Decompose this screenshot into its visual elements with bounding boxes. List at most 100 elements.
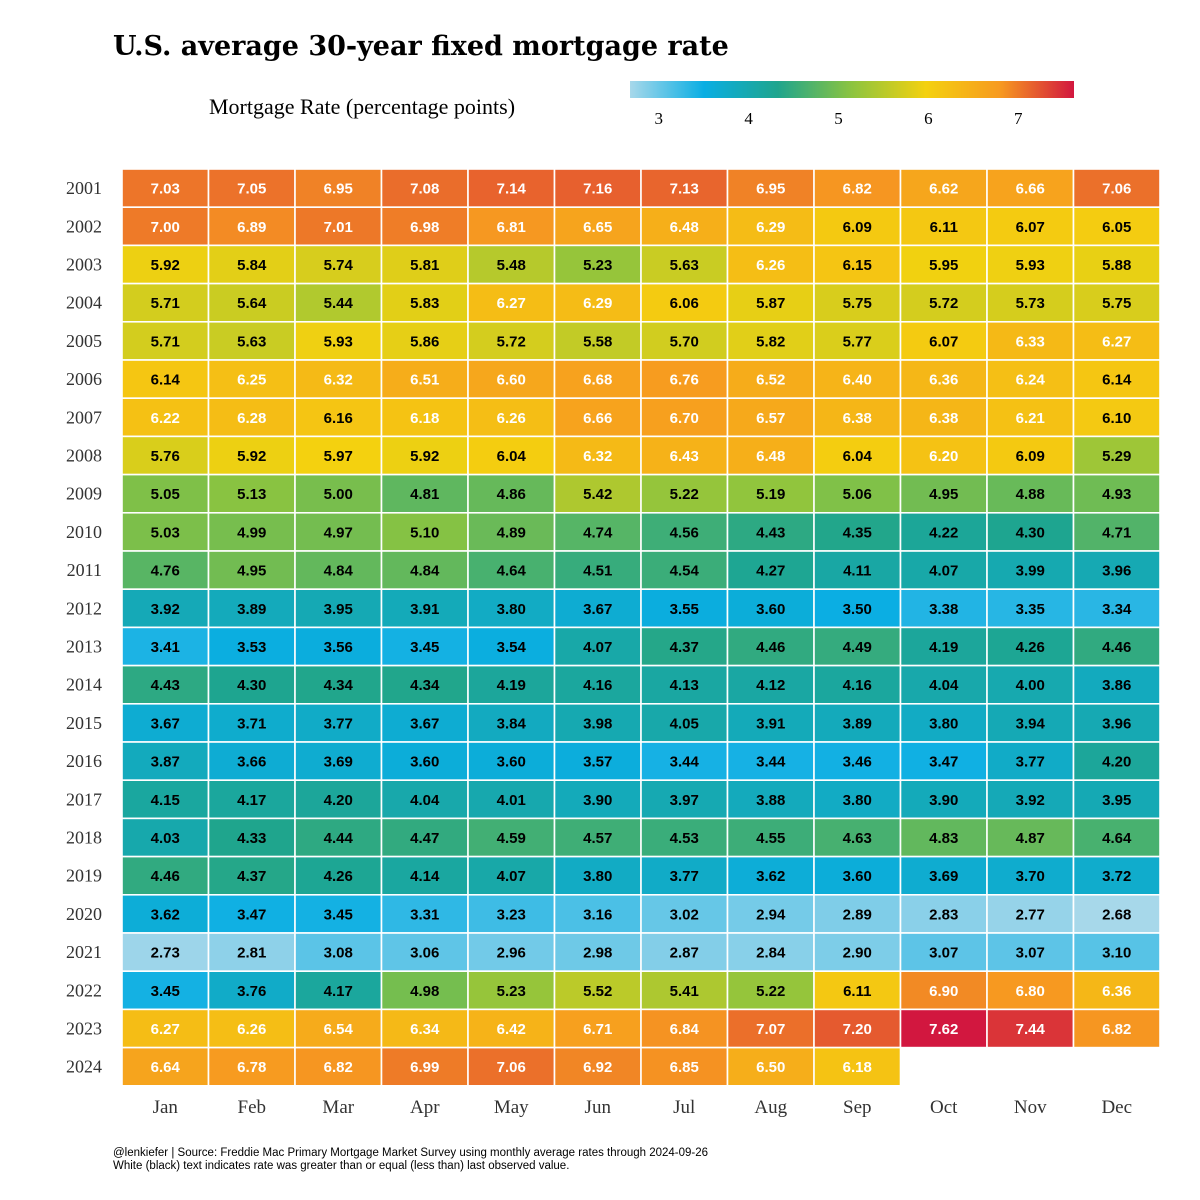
heatmap-cell (726, 970, 815, 1011)
cell-value-label: 3.97 (670, 792, 699, 809)
heatmap-cell (553, 550, 642, 591)
cell-value-label: 6.36 (1102, 983, 1131, 1000)
cell-value-label: 7.44 (1016, 1021, 1046, 1038)
heatmap-cell (294, 550, 383, 591)
cell-value-label: 5.41 (670, 983, 699, 1000)
cell-value-label: 4.44 (324, 830, 354, 847)
heatmap-cell (207, 779, 296, 820)
cell-value-label: 4.13 (670, 677, 699, 694)
cell-value-label: 3.35 (1016, 601, 1045, 618)
cell-value-label: 6.40 (843, 372, 872, 389)
cell-value-label: 6.22 (151, 410, 180, 427)
heatmap-cell (553, 855, 642, 896)
cell-value-label: 3.06 (410, 945, 439, 962)
heatmap-cell (121, 320, 210, 361)
cell-value-label: 5.13 (237, 486, 266, 503)
heatmap-cell (380, 435, 469, 476)
heatmap-cell (207, 855, 296, 896)
cell-value-label: 7.00 (151, 219, 180, 236)
heatmap-cell (121, 550, 210, 591)
cell-value-label: 5.44 (324, 295, 354, 312)
cell-value-label: 3.44 (670, 754, 700, 771)
cell-value-label: 6.25 (237, 372, 266, 389)
heatmap-cell (726, 817, 815, 858)
heatmap-cell (553, 817, 642, 858)
year-label: 2001 (66, 178, 102, 198)
cell-value-label: 5.19 (756, 486, 785, 503)
heatmap-cell (1072, 970, 1161, 1011)
legend-color-bar (630, 81, 1074, 98)
heatmap-cell (899, 855, 988, 896)
cell-value-label: 3.94 (1016, 715, 1046, 732)
month-label: Jan (153, 1097, 179, 1118)
cell-value-label: 3.54 (497, 639, 527, 656)
heatmap-cell (380, 206, 469, 247)
heatmap-cell (553, 1046, 642, 1087)
cell-value-label: 4.47 (410, 830, 439, 847)
heatmap-cell (1072, 206, 1161, 247)
cell-value-label: 5.92 (237, 448, 266, 465)
cell-value-label: 6.07 (1016, 219, 1045, 236)
cell-value-label: 5.93 (1016, 257, 1045, 274)
heatmap-cell (1072, 855, 1161, 896)
cell-value-label: 5.88 (1102, 257, 1131, 274)
heatmap-cell (640, 206, 729, 247)
heatmap-cell (467, 626, 556, 667)
cell-value-label: 6.29 (583, 295, 612, 312)
cell-value-label: 2.73 (151, 945, 180, 962)
heatmap-cell (640, 588, 729, 629)
year-label: 2012 (66, 598, 102, 618)
cell-value-label: 2.89 (843, 906, 872, 923)
cell-value-label: 3.62 (756, 868, 785, 885)
year-label: 2006 (66, 369, 102, 389)
heatmap-cell (294, 435, 383, 476)
cell-value-label: 3.45 (151, 983, 180, 1000)
cell-value-label: 3.80 (583, 868, 612, 885)
year-label: 2017 (66, 789, 102, 809)
cell-value-label: 6.15 (843, 257, 872, 274)
cell-value-label: 6.05 (1102, 219, 1131, 236)
heatmap-cell (553, 893, 642, 934)
heatmap-cell (813, 970, 902, 1011)
cell-value-label: 3.91 (410, 601, 439, 618)
heatmap-cell (640, 359, 729, 400)
cell-value-label: 4.97 (324, 524, 353, 541)
legend-title: Mortgage Rate (percentage points) (209, 94, 515, 119)
cell-value-label: 3.10 (1102, 945, 1131, 962)
cell-value-label: 3.95 (1102, 792, 1131, 809)
cell-value-label: 5.23 (497, 983, 526, 1000)
cell-value-label: 6.70 (670, 410, 699, 427)
heatmap-cell (121, 1008, 210, 1049)
heatmap-cell (986, 588, 1075, 629)
cell-value-label: 4.95 (929, 486, 958, 503)
heatmap-cell (553, 282, 642, 323)
heatmap-cell (294, 779, 383, 820)
cell-value-label: 6.84 (670, 1021, 700, 1038)
cell-value-label: 4.07 (929, 563, 958, 580)
cell-value-label: 6.36 (929, 372, 958, 389)
cell-value-label: 4.83 (929, 830, 958, 847)
cell-value-label: 4.16 (843, 677, 872, 694)
cell-value-label: 5.70 (670, 333, 699, 350)
heatmap-cell (986, 970, 1075, 1011)
legend-tick-label: 5 (834, 109, 843, 128)
heatmap-cell (1072, 282, 1161, 323)
heatmap-cell (121, 893, 210, 934)
heatmap-cell (986, 855, 1075, 896)
heatmap-cell (986, 741, 1075, 782)
cell-value-label: 2.81 (237, 945, 266, 962)
cell-value-label: 6.20 (929, 448, 958, 465)
cell-value-label: 4.64 (1102, 830, 1132, 847)
year-label: 2020 (66, 904, 102, 924)
cell-value-label: 7.05 (237, 181, 266, 198)
heatmap-cell (726, 702, 815, 743)
cell-value-label: 5.71 (151, 295, 180, 312)
heatmap-cell (813, 550, 902, 591)
cell-value-label: 7.20 (843, 1021, 872, 1038)
cell-value-label: 3.56 (324, 639, 353, 656)
cell-value-label: 6.64 (151, 1059, 181, 1076)
cell-value-label: 4.07 (497, 868, 526, 885)
heatmap-cell (207, 893, 296, 934)
year-label: 2010 (66, 522, 102, 542)
heatmap-cell (1072, 932, 1161, 973)
